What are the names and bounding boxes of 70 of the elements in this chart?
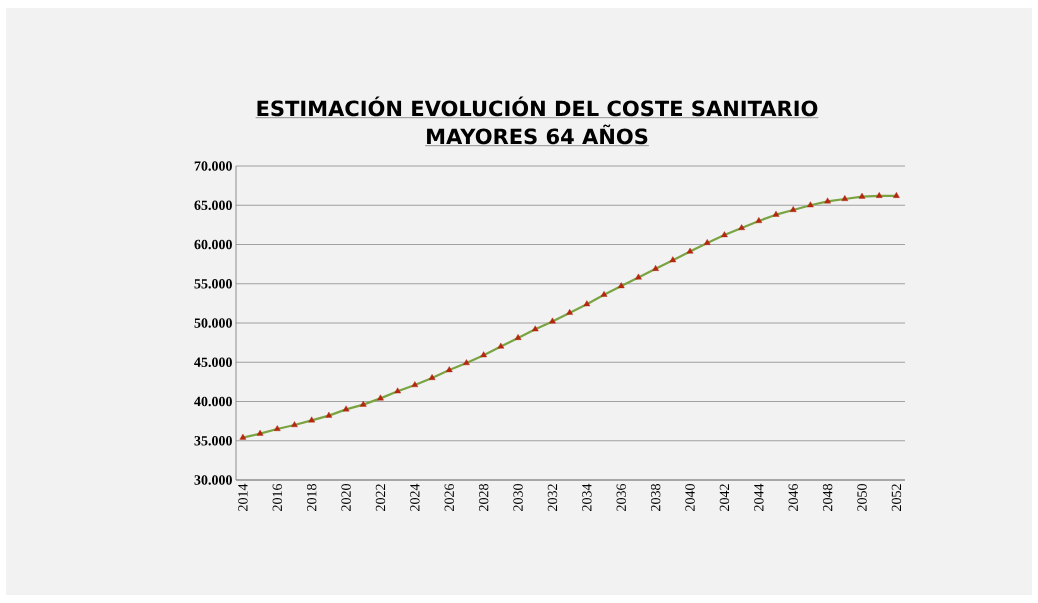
chart-subtitle: MAYORES 64 AÑOS — [427, 124, 648, 145]
x-tick-label: 2020 — [341, 484, 351, 511]
point — [377, 394, 384, 401]
point — [772, 210, 780, 217]
x-tick-label: 2050 — [857, 484, 867, 511]
x-tick-label: 2016 — [272, 483, 283, 511]
x-tick-label: 2038 — [650, 484, 661, 511]
point — [635, 273, 642, 280]
point — [273, 425, 281, 431]
point — [514, 334, 522, 340]
x-tick-label: 2030 — [513, 484, 523, 511]
y-tick-label: 55.000 — [194, 278, 232, 289]
y-tick-label: 60.000 — [194, 239, 232, 250]
point — [445, 366, 453, 373]
x-tick-label: 2028 — [478, 484, 489, 511]
point — [531, 325, 539, 332]
x-tick-label: 2046 — [788, 483, 798, 511]
point — [325, 411, 333, 418]
point — [807, 201, 814, 208]
x-tick-label: 2048 — [822, 484, 833, 511]
x-tick-label: 2052 — [891, 484, 902, 511]
point — [824, 197, 831, 204]
y-tick-label: 35.000 — [194, 435, 232, 446]
point — [600, 290, 608, 297]
x-tick-label: 2018 — [306, 484, 317, 511]
point — [617, 282, 625, 289]
point — [738, 224, 745, 231]
point — [342, 405, 350, 412]
x-tick-label: 2022 — [375, 484, 386, 511]
point — [463, 359, 470, 366]
x-tick-label: 2042 — [719, 484, 730, 511]
point — [686, 247, 694, 254]
point — [497, 342, 505, 349]
x-tick-label: 2036 — [616, 483, 626, 511]
point — [428, 374, 436, 380]
point — [893, 192, 900, 198]
point — [394, 387, 401, 394]
y-tick-label: 40.000 — [194, 396, 232, 407]
point — [841, 195, 849, 201]
point — [480, 351, 487, 358]
point — [858, 192, 866, 199]
point — [308, 416, 315, 423]
point — [703, 239, 711, 245]
x-tick-label: 2032 — [547, 484, 558, 511]
point — [549, 317, 556, 324]
x-tick-label: 2026 — [444, 483, 454, 511]
point — [256, 429, 264, 436]
y-tick-label: 70.000 — [194, 161, 232, 171]
point — [359, 400, 367, 407]
x-tick-label: 2040 — [685, 484, 695, 511]
x-tick-label: 2024 — [410, 483, 420, 511]
point — [789, 206, 797, 212]
point — [669, 256, 677, 263]
point — [411, 381, 419, 388]
point — [239, 433, 247, 440]
y-tick-label: 45.000 — [194, 357, 232, 368]
chart-title: ESTIMACIÓN EVOLUCIÓN DEL COSTE SANITARIO — [257, 96, 818, 117]
point — [721, 231, 728, 238]
x-tick-label: 2014 — [238, 483, 248, 511]
point — [755, 217, 763, 223]
point — [875, 192, 883, 198]
y-tick-label: 50.000 — [194, 318, 232, 328]
x-tick-label: 2034 — [582, 483, 592, 511]
x-tick-label: 2044 — [754, 483, 764, 511]
point — [566, 309, 573, 315]
y-tick-label: 65.000 — [194, 200, 232, 211]
y-tick-label: 30.000 — [194, 475, 232, 485]
point — [652, 265, 659, 271]
point — [583, 300, 591, 307]
point — [291, 421, 298, 428]
